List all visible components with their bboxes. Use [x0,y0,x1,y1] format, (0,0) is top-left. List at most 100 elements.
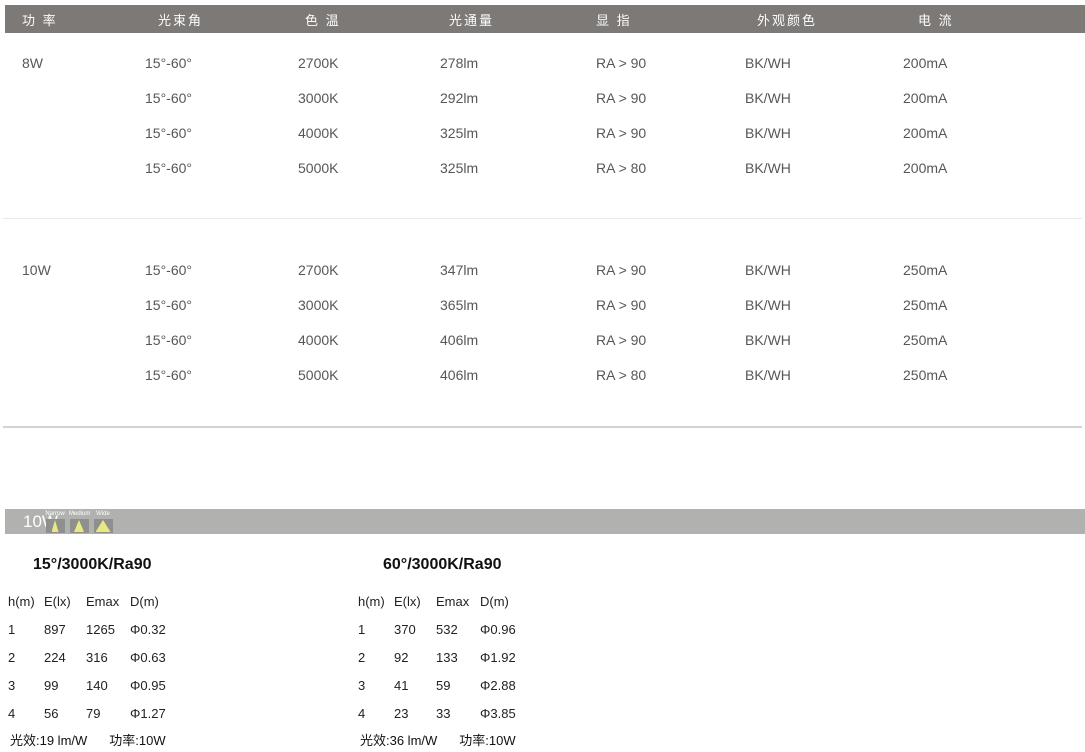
cell-beam-angle: 15°-60° [145,366,193,383]
cell-cri: RA > 90 [596,296,647,313]
cell-illuminance: 23 [394,705,409,721]
cell-illuminance: 99 [44,677,59,693]
medium-beam-icon [69,519,89,533]
medium-beam-triangle [74,520,84,532]
cell-housing-color: BK/WH [745,366,791,383]
column-header-beam-angle: 光束角 [158,12,204,28]
section-divider [3,218,1082,219]
cell-emax: 133 [436,649,458,665]
cell-height: 3 [8,677,16,693]
cell-cri: RA > 80 [596,159,647,176]
header-height: h(m) [8,594,35,609]
cell-current: 250mA [903,366,948,383]
spec-table-row: 15°-60° 3000K 365lm RA > 90 BK/WH 250mA [0,287,1085,322]
cell-housing-color: BK/WH [745,261,791,278]
cell-luminous-flux: 406lm [440,366,479,383]
cell-color-temp: 3000K [298,89,339,106]
table-header-row: h(m) E(lx) Emax D(m) [358,594,688,609]
spec-table-row: 15°-60° 4000K 406lm RA > 90 BK/WH 250mA [0,322,1085,357]
table-body: 1 370 532 Φ0.96 2 92 133 Φ1.92 3 41 59 Φ2.88 4 23 33 Φ3… [358,615,688,727]
cell-diameter: Φ0.63 [130,649,166,665]
cell-height: 3 [358,677,366,693]
cell-color-temp: 4000K [298,331,339,348]
beam-icon-narrow: Narrow [45,510,65,533]
cell-illuminance: 370 [394,621,416,637]
wide-beam-icon [93,519,113,533]
spec-table-row: 15°-60° 5000K 325lm RA > 80 BK/WH 200mA [0,150,1085,185]
cell-illuminance: 92 [394,649,409,665]
cell-housing-color: BK/WH [745,89,791,106]
column-header-housing-color: 外观颜色 [757,12,818,28]
cell-current: 200mA [903,54,948,71]
cell-diameter: Φ0.96 [480,621,516,637]
cell-cri: RA > 90 [596,124,647,141]
header-diameter: D(m) [480,594,509,609]
cell-color-temp: 2700K [298,261,339,278]
cell-power: 8W [22,54,43,71]
illuminance-table-15deg: 15°/3000K/Ra90 h(m) E(lx) Emax D(m) 1 897… [8,556,338,752]
table-footer: 光效:36 lm/W 功率:10W [360,730,523,752]
cell-beam-angle: 15°-60° [145,159,193,176]
cell-illuminance: 41 [394,677,409,693]
spec-table-header: 功 率 光束角 色 温 光通量 显 指 外观颜色 电 流 [5,5,1085,33]
cell-cri: RA > 90 [596,261,647,278]
cell-beam-angle: 15°-60° [145,261,193,278]
table-title: 15°/3000K/Ra90 [33,556,152,573]
cell-diameter: Φ0.32 [130,621,166,637]
cell-illuminance: 224 [44,649,66,665]
cell-illuminance: 897 [44,621,66,637]
cell-luminous-flux: 325lm [440,124,479,141]
cell-color-temp: 2700K [298,54,339,71]
cell-diameter: Φ1.92 [480,649,516,665]
table-title: 60°/3000K/Ra90 [383,556,502,573]
cell-beam-angle: 15°-60° [145,296,193,313]
cell-height: 2 [358,649,366,665]
cell-emax: 59 [436,677,451,693]
beam-angle-icons: Narrow Medium Wide [45,510,113,533]
illuminance-row: 3 99 140 Φ0.95 [8,671,338,699]
header-height: h(m) [358,594,385,609]
cell-current: 200mA [903,124,948,141]
illuminance-row: 3 41 59 Φ2.88 [358,671,688,699]
illuminance-row: 2 92 133 Φ1.92 [358,643,688,671]
cell-housing-color: BK/WH [745,54,791,71]
cell-diameter: Φ3.85 [480,705,516,721]
cell-current: 250mA [903,296,948,313]
cell-current: 250mA [903,261,948,278]
cell-current: 250mA [903,331,948,348]
spec-table-row: 8W 15°-60° 2700K 278lm RA > 90 BK/WH 200mA [0,45,1085,80]
efficacy-value: 光效:36 lm/W [360,733,438,748]
cell-height: 4 [8,705,16,721]
cell-diameter: Φ1.27 [130,705,166,721]
beam-icon-wide: Wide [93,510,113,533]
cell-beam-angle: 15°-60° [145,89,193,106]
cell-color-temp: 5000K [298,366,339,383]
table-body: 1 897 1265 Φ0.32 2 224 316 Φ0.63 3 99 140 Φ0.95 4 56 7… [8,615,338,727]
photometric-section-bar: 10W Narrow Medium Wide [5,509,1085,534]
cell-emax: 79 [86,705,101,721]
cell-cri: RA > 90 [596,89,647,106]
column-header-power: 功 率 [22,12,58,28]
illuminance-row: 4 56 79 Φ1.27 [8,699,338,727]
cell-current: 200mA [903,159,948,176]
cell-emax: 316 [86,649,108,665]
cell-height: 1 [8,621,16,637]
header-emax: Emax [86,594,120,609]
beam-icon-label: Wide [96,511,110,517]
cell-beam-angle: 15°-60° [145,124,193,141]
cell-color-temp: 3000K [298,296,339,313]
power-value: 功率:10W [109,733,166,748]
power-value: 功率:10W [459,733,516,748]
cell-beam-angle: 15°-60° [145,54,193,71]
table-footer: 光效:19 lm/W 功率:10W [10,730,173,752]
cell-height: 1 [358,621,366,637]
cell-housing-color: BK/WH [745,296,791,313]
column-header-cri: 显 指 [596,12,632,28]
column-header-color-temp: 色 温 [305,12,341,28]
cell-housing-color: BK/WH [745,159,791,176]
header-illuminance: E(lx) [44,594,71,609]
beam-icon-medium: Medium [69,510,90,533]
cell-emax: 33 [436,705,451,721]
beam-icon-label: Narrow [45,511,65,517]
